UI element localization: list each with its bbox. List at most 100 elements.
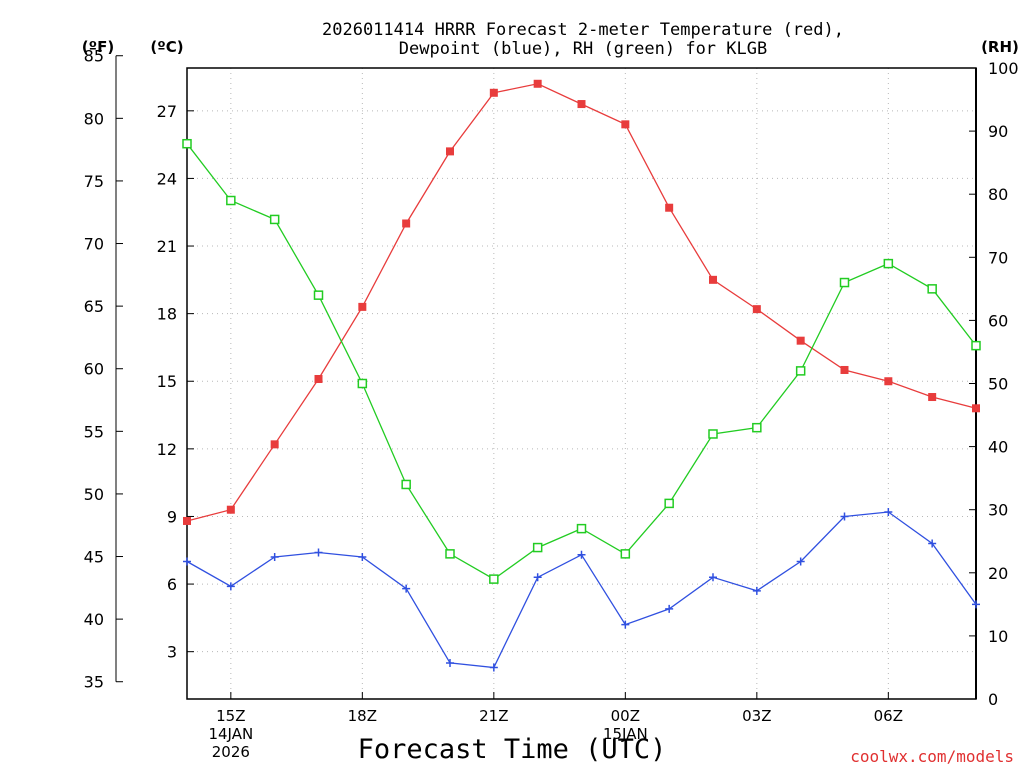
dewpoint-point	[621, 620, 630, 629]
dewpoint-point	[314, 548, 323, 557]
x-tick-label: 03Z	[742, 707, 771, 725]
chart-title-line-1: 2026011414 HRRR Forecast 2-meter Tempera…	[322, 20, 844, 40]
fahrenheit-tick-label: 55	[84, 422, 104, 441]
dewpoint-point	[533, 573, 542, 582]
fahrenheit-tick-label: 75	[84, 172, 104, 191]
temperature-point	[884, 377, 893, 386]
x-tick-label: 21Z	[479, 707, 508, 725]
rh-point	[752, 422, 762, 433]
celsius-tick-label: 3	[167, 643, 177, 662]
rh-tick-label: 30	[988, 501, 1008, 520]
temperature-point	[577, 100, 586, 109]
rh-point	[883, 258, 894, 269]
rh-tick-label: 50	[988, 375, 1008, 394]
rh-point	[576, 523, 587, 534]
dewpoint-point	[665, 604, 674, 613]
x-tick-label: 06Z	[874, 707, 903, 725]
celsius-unit-label: (ºC)	[150, 38, 183, 56]
temperature-point	[972, 404, 980, 413]
rh-point	[357, 378, 368, 389]
rh-point	[839, 277, 850, 288]
rh-point	[620, 549, 631, 559]
temperature-point	[665, 203, 674, 212]
fahrenheit-unit-label: (ºF)	[82, 38, 114, 56]
temperature-point	[226, 505, 235, 514]
temperature-point	[840, 365, 849, 374]
rh-point	[182, 138, 192, 149]
rh-point	[226, 195, 236, 206]
rh-line	[186, 143, 977, 580]
temperature-point	[270, 440, 279, 449]
temperature-point	[314, 374, 323, 383]
axes: 35 40 45 50 55 60 65 70 75 80 85 3 6 9 12 15 18 21 24 27 0 10…	[84, 47, 1019, 761]
dewpoint-point	[358, 553, 367, 562]
rh-point	[401, 479, 411, 490]
fahrenheit-tick-label: 45	[84, 548, 104, 567]
data-series	[182, 79, 981, 672]
fahrenheit-tick-label: 80	[84, 109, 104, 128]
celsius-tick-label: 24	[157, 169, 177, 188]
rh-tick-label: 70	[988, 248, 1008, 267]
temperature-point	[402, 219, 411, 228]
celsius-tick-label: 15	[157, 372, 177, 391]
x-tick-label: 18Z	[348, 707, 377, 725]
x-date-label: 14JAN	[208, 725, 253, 743]
celsius-tick-label: 18	[157, 305, 177, 324]
dewpoint-point	[884, 507, 893, 516]
rh-tick-label: 80	[988, 185, 1008, 204]
dewpoint-point	[183, 557, 191, 566]
temperature-point	[533, 79, 542, 88]
dewpoint-point	[577, 550, 586, 559]
temperature-point	[446, 147, 454, 156]
dewpoint-point	[709, 573, 717, 582]
fahrenheit-tick-label: 65	[84, 297, 104, 316]
dewpoint-point	[270, 553, 279, 562]
dewpoint-point	[752, 586, 761, 595]
rh-point	[269, 214, 280, 225]
plot-frame	[186, 67, 977, 700]
rh-point	[489, 574, 499, 584]
celsius-tick-label: 12	[157, 440, 177, 459]
temperature-point	[796, 336, 805, 345]
rh-tick-label: 40	[988, 438, 1008, 457]
fahrenheit-tick-label: 35	[84, 673, 104, 692]
rh-tick-label: 90	[988, 122, 1008, 141]
x-tick-label: 15Z	[216, 707, 245, 725]
temperature-line	[186, 83, 977, 522]
fahrenheit-tick-label: 85	[84, 47, 104, 66]
celsius-tick-label: 27	[157, 102, 177, 121]
dewpoint-point	[840, 512, 849, 521]
celsius-tick-label: 9	[167, 507, 177, 526]
source-credit: coolwx.com/models	[850, 747, 1014, 766]
rh-unit-label: (RH)	[981, 38, 1019, 56]
dewpoint-point	[928, 539, 937, 548]
celsius-tick-label: 6	[167, 575, 177, 594]
rh-point	[927, 284, 937, 294]
x-date-label: 15JAN	[603, 725, 648, 743]
rh-tick-label: 10	[988, 627, 1008, 646]
rh-tick-label: 0	[988, 690, 998, 709]
rh-tick-label: 100	[988, 59, 1019, 78]
fahrenheit-tick-label: 60	[84, 360, 104, 379]
dewpoint-point	[796, 557, 805, 566]
x-axis-title: Forecast Time (UTC)	[358, 734, 667, 765]
temperature-point	[489, 88, 498, 97]
rh-point	[971, 340, 981, 351]
x-date-label: 2026	[212, 743, 250, 761]
rh-point	[708, 429, 718, 439]
rh-point	[532, 542, 543, 553]
fahrenheit-tick-label: 50	[84, 485, 104, 504]
dewpoint-point	[446, 658, 454, 667]
fahrenheit-tick-label: 70	[84, 235, 104, 254]
grid-lines	[187, 68, 976, 699]
fahrenheit-tick-label: 40	[84, 610, 104, 629]
rh-tick-label: 60	[988, 311, 1008, 330]
rh-point	[664, 498, 674, 509]
rh-point	[445, 549, 455, 559]
celsius-tick-label: 21	[157, 237, 177, 256]
plot-border	[186, 67, 977, 700]
dewpoint-point	[489, 663, 498, 672]
rh-tick-label: 20	[988, 564, 1008, 583]
temperature-point	[358, 302, 367, 311]
